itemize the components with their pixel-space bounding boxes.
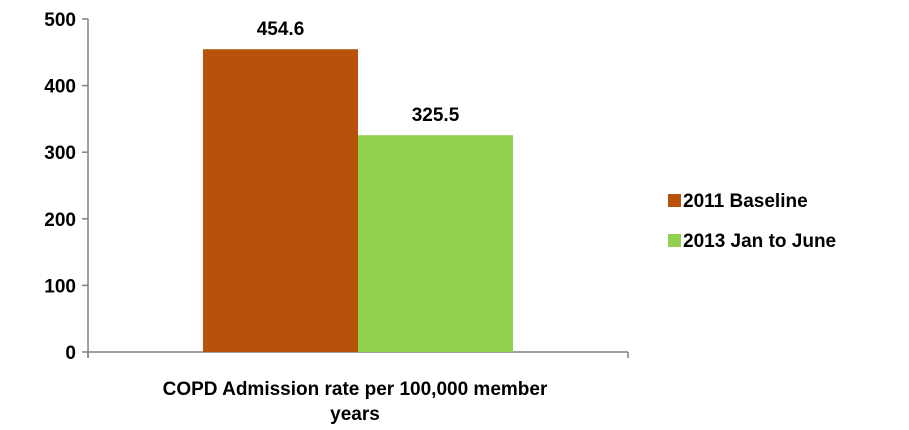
y-tick-label: 500 <box>44 10 76 31</box>
y-tick-label: 400 <box>44 77 76 98</box>
category-labels: COPD Admission rate per 100,000 member y… <box>163 379 548 425</box>
data-label-2: 325.5 <box>412 105 460 126</box>
chart-legend: 2011 Baseline 2013 Jan to June <box>668 191 836 252</box>
category-label-line-1: COPD Admission rate per 100,000 member <box>163 379 548 400</box>
y-tick-label: 300 <box>44 143 76 164</box>
chart-bars: 454.6 325.5 <box>203 19 513 353</box>
data-label-1: 454.6 <box>257 19 305 40</box>
y-tick-label: 0 <box>65 343 76 364</box>
y-tick-label: 100 <box>44 276 76 297</box>
legend-swatch-2 <box>668 234 681 247</box>
category-label-line-2: years <box>330 404 380 425</box>
chart-axes: 0 100 200 300 400 500 <box>44 10 629 364</box>
legend-swatch-1 <box>668 194 681 207</box>
bar-1 <box>203 49 358 353</box>
legend-label-1: 2011 Baseline <box>683 191 808 212</box>
bar-2 <box>358 135 513 352</box>
legend-label-2: 2013 Jan to June <box>683 231 836 252</box>
y-tick-label: 200 <box>44 210 76 231</box>
